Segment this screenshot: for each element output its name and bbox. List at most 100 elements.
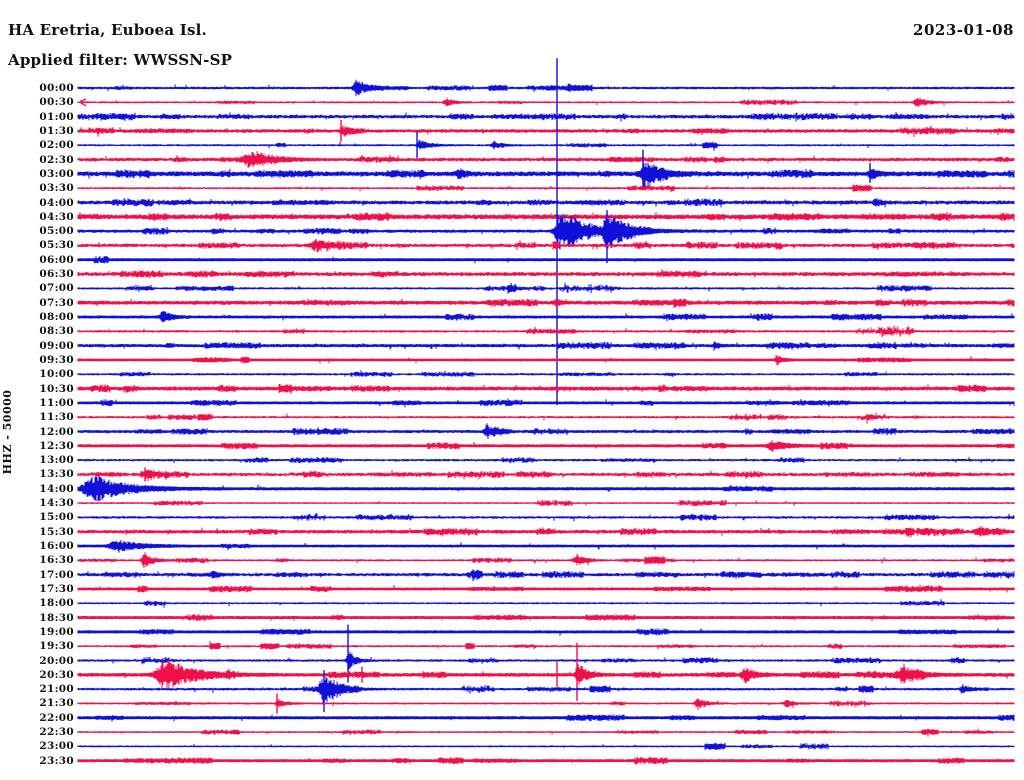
trace-row-0030	[77, 97, 1015, 107]
trace-row-2030	[77, 659, 1015, 689]
trace-row-1000	[77, 370, 1015, 377]
trace-row-0100	[77, 111, 1015, 122]
trace-row-1530	[77, 526, 1015, 538]
row-time-label: 22:00	[39, 711, 74, 724]
row-time-label: 20:00	[39, 654, 74, 667]
trace-row-2230	[77, 728, 1015, 737]
trace-row-1830	[77, 614, 1015, 622]
row-time-label: 16:30	[39, 554, 74, 567]
date-label: 2023-01-08	[913, 21, 1014, 39]
row-time-label: 23:00	[39, 740, 74, 753]
row-time-label: 22:30	[39, 726, 74, 739]
row-time-label: 00:00	[39, 82, 74, 94]
row-time-label: 20:30	[39, 668, 74, 681]
row-time-label: 15:00	[39, 511, 74, 524]
row-time-label: 08:00	[39, 311, 74, 323]
row-time-label: 14:30	[39, 497, 74, 510]
trace-row-1230	[77, 440, 1015, 452]
trace-row-0530	[77, 239, 1015, 253]
trace-row-0830	[77, 325, 1015, 338]
trace-row-0200	[77, 140, 1015, 151]
row-time-label: 11:00	[39, 396, 74, 409]
trace-row-0230	[77, 151, 1015, 168]
trace-row-1100	[77, 398, 1015, 408]
trace-row-1030	[77, 383, 1015, 394]
trace-row-0630	[77, 269, 1015, 279]
trace-row-1400	[77, 475, 1015, 502]
row-time-label: 12:00	[39, 425, 74, 438]
trace-row-1130	[77, 412, 1015, 424]
trace-row-0300	[77, 162, 1015, 189]
row-time-label: 08:30	[39, 325, 74, 338]
trace-row-0430	[77, 211, 1015, 222]
applied-filter-label: Applied filter: WWSSN-SP	[8, 51, 233, 69]
trace-row-0900	[77, 341, 1015, 351]
trace-row-1730	[77, 584, 1015, 593]
row-time-label: 15:30	[39, 525, 74, 538]
trace-row-0730	[77, 298, 1015, 309]
trace-row-0130	[77, 125, 1015, 137]
row-time-label: 06:00	[39, 253, 74, 266]
row-time-label: 17:00	[39, 568, 74, 581]
row-time-label: 12:30	[39, 439, 74, 452]
trace-row-2330	[77, 757, 1015, 765]
trace-row-0400	[77, 198, 1015, 208]
trace-spikes-0500	[556, 58, 608, 406]
trace-row-0600	[77, 256, 1015, 264]
trace-row-2300	[77, 742, 1015, 750]
trace-row-2100	[77, 674, 1015, 705]
trace-row-1930	[77, 641, 1015, 650]
trace-row-2000	[77, 651, 1015, 670]
trace-spikes-0300	[642, 149, 871, 189]
trace-row-0800	[77, 311, 1015, 323]
trace-row-2200	[77, 714, 1015, 722]
row-time-label: 14:00	[39, 482, 74, 495]
row-time-label: 19:30	[39, 640, 74, 653]
trace-row-1500	[77, 513, 1015, 522]
row-time-label: 21:00	[39, 683, 74, 696]
trace-spikes-0030	[79, 98, 94, 107]
row-time-label: 05:00	[39, 225, 74, 238]
row-time-label: 04:00	[39, 196, 74, 209]
row-time-label: 03:00	[39, 167, 74, 180]
trace-row-1430	[77, 500, 1015, 507]
row-time-label: 09:00	[39, 339, 74, 352]
trace-row-1330	[77, 469, 1015, 481]
row-time-label: 18:30	[39, 611, 74, 624]
trace-row-0500	[77, 213, 1015, 250]
row-time-label: 13:30	[39, 468, 74, 481]
row-time-label: 07:30	[39, 296, 74, 309]
row-time-label: 13:00	[39, 454, 74, 467]
trace-row-0000	[77, 79, 1015, 97]
row-time-label: 07:00	[39, 282, 74, 295]
row-time-label: 04:30	[39, 210, 74, 223]
trace-row-1700	[77, 569, 1015, 581]
row-time-label: 00:30	[39, 96, 74, 109]
trace-row-0700	[77, 282, 1015, 294]
row-time-label: 01:30	[39, 124, 74, 137]
trace-row-1900	[77, 628, 1015, 636]
row-time-label: 10:00	[39, 368, 74, 381]
row-time-label: 17:30	[39, 582, 74, 595]
trace-row-2130	[77, 698, 1015, 711]
trace-row-1600	[77, 540, 1015, 553]
row-time-label: 16:00	[39, 540, 74, 553]
row-time-label: 05:30	[39, 239, 74, 252]
row-time-label: 21:30	[39, 697, 74, 710]
trace-row-0930	[77, 355, 1015, 366]
row-time-label: 11:30	[39, 411, 74, 424]
station-title: HA Eretria, Euboea Isl.	[8, 21, 207, 39]
trace-row-0330	[77, 184, 1015, 192]
trace-row-1800	[77, 599, 1015, 608]
row-time-label: 18:00	[39, 597, 74, 610]
trace-spikes-2030	[361, 642, 578, 701]
trace-row-1630	[77, 552, 1015, 568]
row-time-label: 02:00	[39, 139, 74, 152]
row-time-label: 03:30	[39, 182, 74, 195]
trace-row-1300	[77, 456, 1015, 464]
trace-row-1200	[77, 423, 1015, 439]
row-time-label: 10:30	[39, 382, 74, 395]
row-time-label: 23:30	[39, 754, 74, 767]
